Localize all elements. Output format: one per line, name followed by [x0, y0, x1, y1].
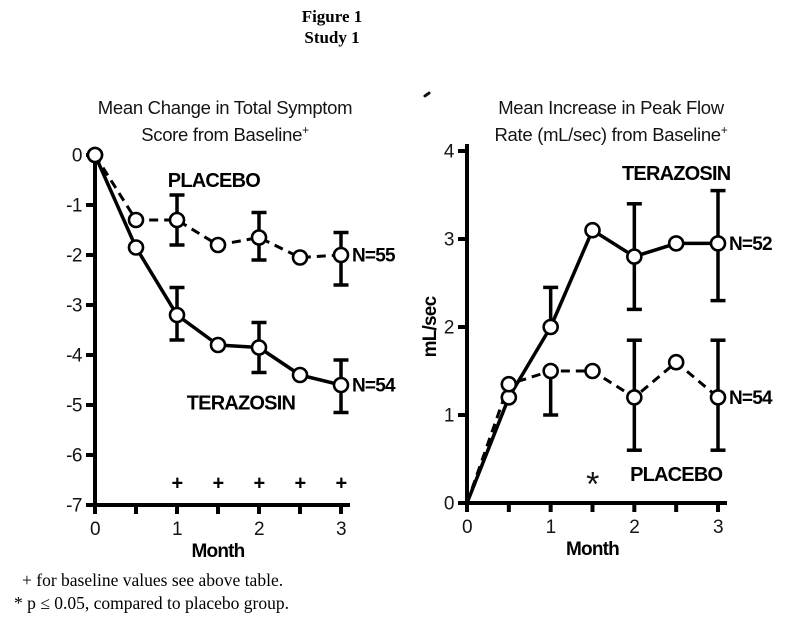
- n-label-placebo: N=54: [729, 388, 773, 409]
- peak-flow-chart: 0 1 2 3 4 0 1 2 3 Month mL/sec TERAZOSIN N=52 PLACEBO…: [420, 142, 774, 561]
- data-point-placebo: [626, 389, 643, 406]
- data-point-placebo: [667, 353, 685, 371]
- data-point-terazosin: [500, 389, 518, 406]
- x-tick-label: 1: [546, 517, 556, 538]
- y-tick-label: -1: [66, 196, 82, 217]
- peakflow-chart-title-superscript: +: [720, 123, 728, 137]
- data-point-placebo: [209, 236, 227, 254]
- y-tick-label: -6: [66, 446, 82, 467]
- data-point-terazosin: [667, 235, 685, 252]
- x-axis-title: Month: [566, 539, 619, 560]
- data-point-placebo: [250, 229, 268, 246]
- annotation-plus: +: [213, 473, 224, 495]
- annotation-asterisk: *: [586, 465, 599, 503]
- data-point-placebo: [709, 389, 727, 406]
- symptom-chart-title: Mean Change in Total Symptom Score from …: [45, 97, 405, 146]
- y-tick-label: -4: [66, 346, 83, 367]
- y-tick-label: -3: [66, 296, 82, 317]
- data-point-terazosin: [626, 248, 643, 265]
- annotation-plus: +: [295, 473, 306, 495]
- y-axis-title: mL/sec: [420, 295, 441, 357]
- x-tick-label: 0: [462, 517, 472, 538]
- series-label-terazosin: TERAZOSIN: [187, 393, 296, 415]
- data-point-placebo: [127, 211, 145, 229]
- symptom-chart-title-line2-text: Score from Baseline: [141, 124, 303, 146]
- data-point-terazosin: [332, 376, 350, 394]
- y-tick-label: 0: [444, 494, 454, 515]
- footnote-baseline: + for baseline values see above table.: [22, 570, 284, 590]
- y-tick-label: 4: [444, 142, 455, 163]
- footnote-pvalue: * p ≤ 0.05, compared to placebo group.: [14, 593, 289, 613]
- y-tick-label: 1: [444, 406, 454, 427]
- x-tick-label: 3: [713, 517, 723, 538]
- series-label-placebo: PLACEBO: [630, 464, 722, 486]
- data-point-placebo: [332, 246, 350, 264]
- stray-mark: [422, 90, 432, 99]
- n-label-placebo: N=55: [352, 246, 396, 267]
- annotation-plus: +: [336, 473, 347, 495]
- peakflow-chart-title-line2-text: Rate (mL/sec) from Baseline: [494, 124, 721, 146]
- data-point-terazosin: [709, 235, 727, 252]
- x-tick-label: 0: [90, 519, 100, 540]
- annotation-plus: +: [254, 473, 265, 495]
- peakflow-chart-title-line2: Rate (mL/sec) from Baseline+: [431, 119, 788, 146]
- y-tick-label: 0: [72, 146, 82, 167]
- series-label-placebo: PLACEBO: [168, 170, 260, 192]
- data-point-terazosin: [584, 221, 601, 239]
- data-point-terazosin: [542, 318, 559, 336]
- peakflow-chart-title: Mean Increase in Peak Flow Rate (mL/sec)…: [431, 97, 788, 146]
- data-point-placebo: [168, 211, 186, 229]
- y-tick-label: -5: [66, 396, 82, 417]
- x-axis-title: Month: [192, 541, 245, 562]
- y-tick-label: 2: [444, 318, 454, 339]
- annotation-plus: +: [172, 473, 183, 495]
- x-tick-label: 2: [629, 517, 639, 538]
- figure-title: Figure 1 Study 1: [232, 6, 432, 48]
- x-tick-label: 2: [254, 519, 264, 540]
- symptom-chart-title-superscript: +: [302, 123, 309, 137]
- symptom-score-chart: 0 -1 -2 -3 -4 -5 -6 -7 0 1 2 3 Month PLACEBO N=55 TERAZ…: [66, 146, 397, 563]
- peakflow-chart-title-line1: Mean Increase in Peak Flow: [498, 97, 724, 118]
- x-tick-label: 1: [172, 519, 182, 540]
- y-tick-label: 3: [444, 230, 454, 251]
- footnotes: + for baseline values see above table. *…: [14, 569, 289, 615]
- data-point-terazosin: [209, 336, 227, 354]
- data-point-placebo: [291, 249, 309, 266]
- data-point-terazosin: [250, 339, 268, 356]
- n-label-terazosin: N=52: [729, 234, 772, 255]
- y-tick-label: -2: [66, 246, 82, 267]
- data-point-placebo: [500, 375, 518, 393]
- symptom-chart-title-line1: Mean Change in Total Symptom: [97, 97, 353, 118]
- n-label-terazosin: N=54: [352, 376, 396, 397]
- figure-title-line1: Figure 1: [301, 7, 363, 26]
- data-point-terazosin: [291, 366, 309, 384]
- figure-title-line2: Study 1: [304, 28, 360, 47]
- x-tick-label: 3: [336, 519, 346, 540]
- y-tick-label: -7: [66, 496, 82, 517]
- data-point-terazosin: [127, 239, 145, 256]
- data-point-terazosin: [86, 146, 104, 164]
- symptom-chart-title-line2: Score from Baseline+: [45, 119, 405, 146]
- series-label-terazosin: TERAZOSIN: [622, 163, 731, 185]
- data-point-terazosin: [168, 306, 186, 324]
- data-point-placebo: [584, 362, 601, 380]
- data-point-placebo: [542, 362, 559, 380]
